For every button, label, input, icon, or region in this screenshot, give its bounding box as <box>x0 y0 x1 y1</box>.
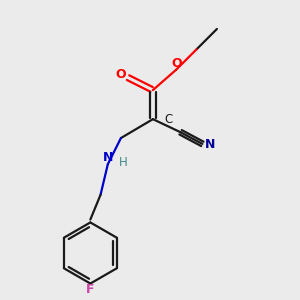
Text: O: O <box>172 57 182 70</box>
Text: O: O <box>115 68 126 81</box>
Text: H: H <box>118 156 127 169</box>
Text: N: N <box>103 152 114 164</box>
Text: C: C <box>164 113 172 126</box>
Text: F: F <box>86 284 94 296</box>
Text: N: N <box>205 138 216 151</box>
